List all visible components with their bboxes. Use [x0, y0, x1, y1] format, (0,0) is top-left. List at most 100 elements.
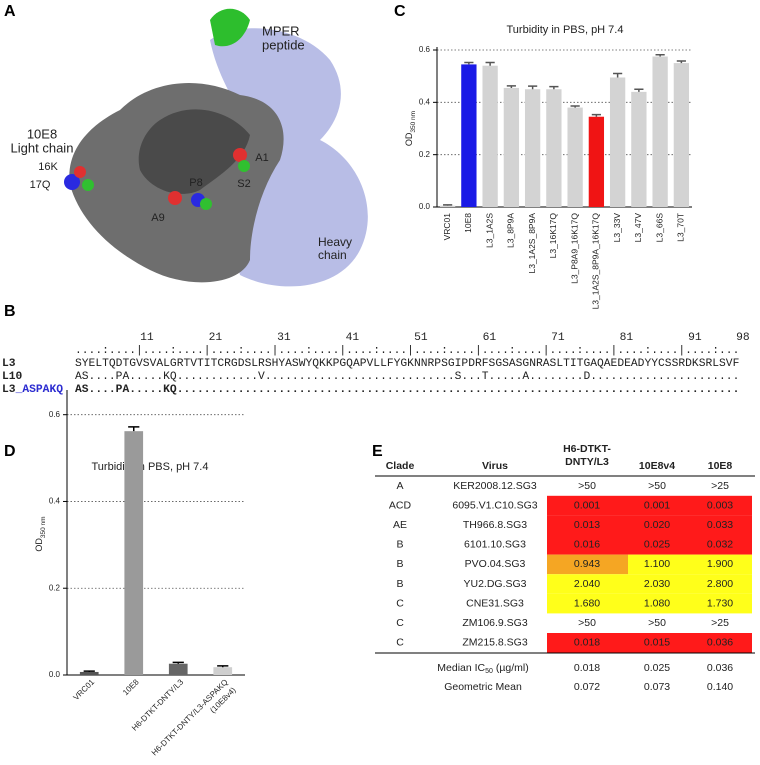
x-tick-label: 10E8 — [121, 677, 141, 697]
table-header: 10E8v4 — [639, 460, 675, 472]
bar — [439, 205, 456, 207]
table-cell-bg — [547, 535, 628, 555]
table-cell-bg — [547, 495, 628, 516]
table-cell: 2.800 — [707, 578, 733, 590]
sequence: SYELTQDTGVSVALGRTVTITCRGDSLRSHYASWYQKKPG… — [75, 358, 739, 370]
residue-sphere — [64, 174, 80, 190]
bar — [482, 65, 498, 207]
bar — [124, 431, 144, 675]
x-tick-label: VRC01 — [442, 213, 452, 241]
x-tick-label: L3_16K17Q — [548, 213, 558, 259]
table-cell-bg — [690, 515, 752, 535]
summary-value: 0.018 — [574, 662, 600, 674]
table-cell: 1.100 — [644, 558, 670, 570]
table-cell: CNE31.SG3 — [466, 597, 524, 609]
table-cell: 0.943 — [574, 558, 600, 570]
x-tick-label: L3_47V — [633, 213, 643, 243]
table-cell-bg — [547, 515, 628, 535]
x-tick-label: L3_1A2S_8P9A_16K17Q — [591, 213, 601, 310]
table-cell-bg — [690, 535, 752, 555]
table-cell-bg — [547, 574, 628, 594]
table-cell: 6095.V1.C10.SG3 — [452, 499, 537, 511]
table-cell: >25 — [711, 617, 729, 629]
table-header: DNTY/L3 — [565, 456, 609, 468]
bar — [213, 667, 233, 675]
error-bar — [676, 60, 686, 64]
ruler-number: 91 — [688, 332, 702, 344]
table-cell: B — [396, 558, 403, 570]
bar — [546, 89, 562, 207]
ruler-number: 21 — [209, 332, 223, 344]
panel-letter: C — [394, 3, 406, 20]
table-cell: 1.080 — [644, 597, 670, 609]
y-tick-label: 0.0 — [419, 202, 431, 211]
x-tick-label: L3_8P9A — [506, 213, 516, 248]
residue-sphere — [233, 148, 247, 162]
ruler: ....:....|....:....|....:....|....:....|… — [75, 345, 739, 357]
error-bar — [591, 113, 601, 117]
x-tick-label: L3_66S — [654, 213, 664, 243]
table-cell-bg — [690, 574, 752, 594]
light-chain-shade — [138, 109, 250, 194]
table-cell: PVO.04.SG3 — [465, 558, 526, 570]
bar — [461, 64, 477, 208]
error-bar — [128, 426, 140, 432]
table-cell-bg — [690, 593, 752, 614]
error-bar — [528, 85, 538, 90]
table-cell-bg — [628, 593, 690, 614]
table-cell: B — [396, 578, 403, 590]
structure-label: 16K — [38, 161, 58, 173]
bar — [631, 91, 647, 207]
table-cell: 0.018 — [574, 637, 600, 649]
bar — [567, 107, 583, 207]
ruler-number: 41 — [346, 332, 360, 344]
x-tick-label: L3_33V — [612, 213, 622, 243]
panel-letter: E — [372, 443, 383, 460]
ruler-number: 31 — [277, 332, 291, 344]
table-cell: 0.020 — [644, 519, 670, 531]
sequence-name: L3 — [2, 358, 16, 370]
table-cell: 0.001 — [574, 499, 600, 511]
bar — [503, 87, 520, 207]
error-bar — [83, 670, 95, 672]
table-cell: C — [396, 597, 404, 609]
table-cell: >25 — [711, 480, 729, 492]
error-bar — [172, 661, 184, 664]
y-axis-label: OD350 nm — [34, 516, 46, 551]
table-cell: B — [396, 539, 403, 551]
error-bar — [634, 88, 644, 92]
structure-label: Light chain — [11, 140, 74, 155]
table-cell: 0.003 — [707, 499, 733, 511]
chart-title: Turbidity in PBS, pH 7.4 — [507, 24, 624, 36]
y-tick-label: 0.4 — [49, 497, 61, 506]
table-cell: >50 — [578, 617, 596, 629]
bar — [652, 56, 668, 207]
residue-sphere — [82, 179, 94, 191]
structure-label: Heavy — [318, 235, 352, 249]
sequence: AS....PA.....KQ............V............… — [75, 371, 739, 383]
table-cell: 0.033 — [707, 519, 733, 531]
table-header: Clade — [386, 460, 415, 472]
error-bar — [217, 665, 229, 668]
table-cell: KER2008.12.SG3 — [453, 480, 537, 492]
table-cell: 0.016 — [574, 539, 600, 551]
table-cell: 0.036 — [707, 637, 733, 649]
table-cell: 0.013 — [574, 519, 600, 531]
table-cell: 1.730 — [707, 597, 733, 609]
table-cell: 1.900 — [707, 558, 733, 570]
y-axis-label: OD350 nm — [404, 111, 416, 146]
y-tick-label: 0.6 — [419, 45, 431, 54]
sequence: AS....PA.....KQ.........................… — [75, 384, 739, 396]
ruler-number: 81 — [620, 332, 634, 344]
table-header: H6-DTKT- — [563, 443, 611, 455]
panel-letter: D — [4, 443, 16, 460]
table-cell-bg — [547, 593, 628, 614]
error-bar — [485, 61, 495, 66]
structure-render — [64, 8, 368, 287]
table-cell: 0.025 — [644, 539, 670, 551]
structure-label: A1 — [255, 152, 268, 164]
bar — [79, 671, 99, 675]
error-bar — [570, 105, 580, 108]
table-cell: TH966.8.SG3 — [463, 519, 527, 531]
bar — [588, 116, 605, 207]
